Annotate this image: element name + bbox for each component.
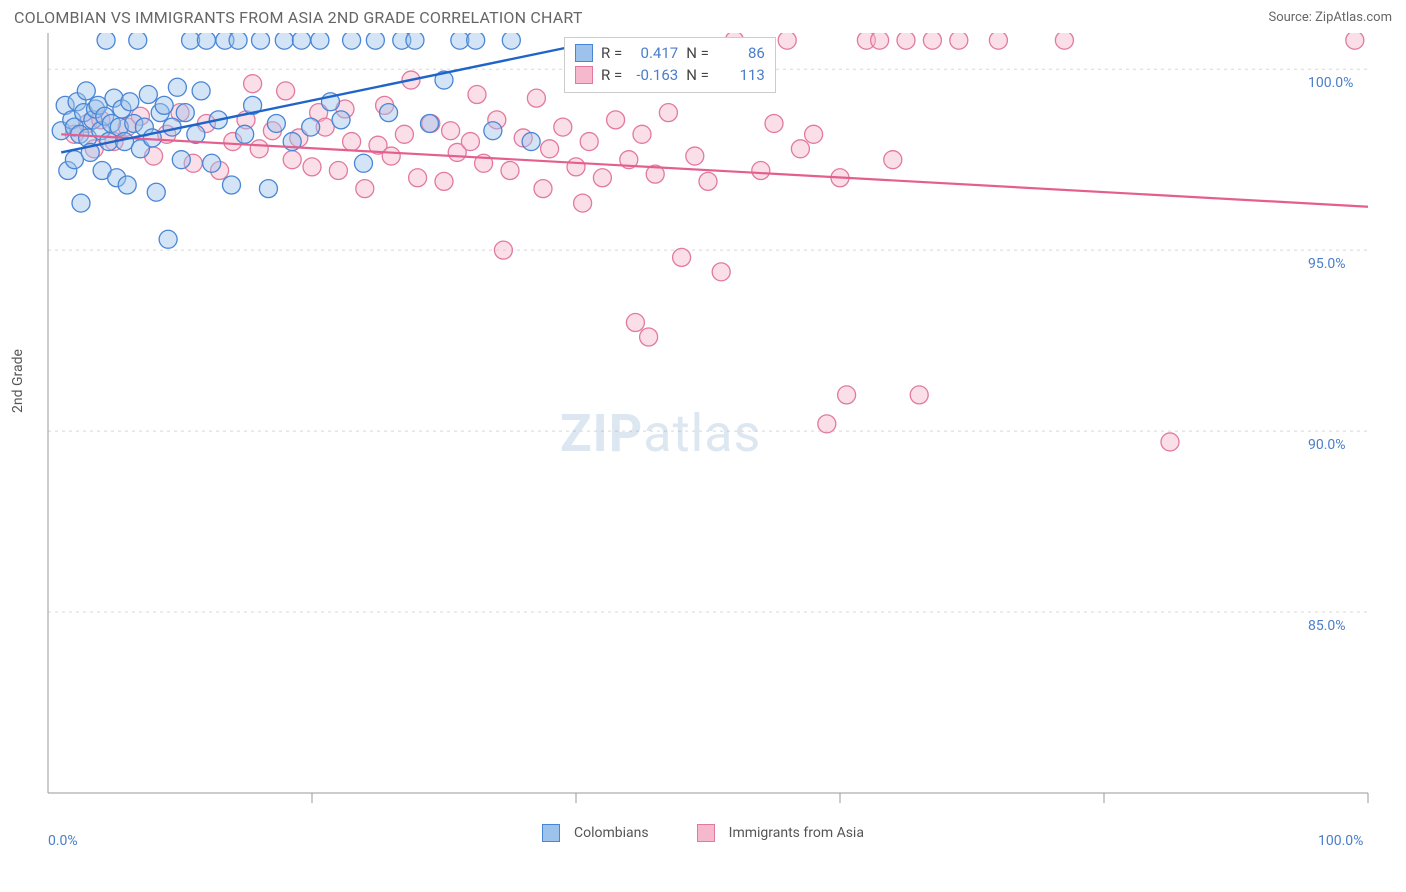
bottom-legend: Colombians Immigrants from Asia xyxy=(0,813,1406,853)
chart-title: COLOMBIAN VS IMMIGRANTS FROM ASIA 2ND GR… xyxy=(14,8,583,27)
scatter-chart xyxy=(0,33,1398,843)
y-tick-label: 100.0% xyxy=(1308,75,1353,91)
legend-swatch-pink xyxy=(697,824,715,842)
x-axis-min: 0.0% xyxy=(48,833,78,849)
stats-box: R = 0.417 N = 86 R = -0.163 N = 113 xyxy=(564,37,776,93)
legend-swatch-blue xyxy=(542,824,560,842)
y-tick-label: 85.0% xyxy=(1308,618,1346,634)
y-tick-label: 90.0% xyxy=(1308,437,1346,453)
y-tick-label: 95.0% xyxy=(1308,256,1346,272)
legend-label-blue: Colombians xyxy=(574,825,649,841)
stats-swatch-pink xyxy=(575,66,593,84)
plot-area: 2nd Grade ZIPatlas R = 0.417 N = 86 R = … xyxy=(0,33,1406,853)
stats-swatch-blue xyxy=(575,44,593,62)
source-label: Source: ZipAtlas.com xyxy=(1268,10,1392,25)
x-axis-max: 100.0% xyxy=(1318,833,1363,849)
legend-label-pink: Immigrants from Asia xyxy=(729,825,864,841)
